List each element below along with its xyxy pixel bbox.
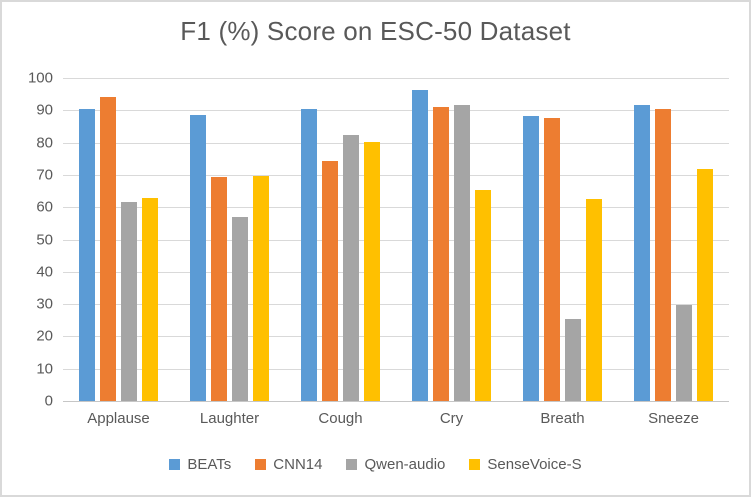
bar-qwen-audio-applause xyxy=(121,202,137,401)
bar-qwen-audio-sneeze xyxy=(676,304,692,401)
bar-qwen-audio-cough xyxy=(343,134,359,401)
bar-cnn14-applause xyxy=(100,97,116,401)
x-axis-line xyxy=(63,401,729,402)
bar-cnn14-sneeze xyxy=(655,109,671,401)
bar-qwen-audio-laughter xyxy=(232,216,248,401)
legend-label: CNN14 xyxy=(273,456,323,473)
gridline xyxy=(63,239,729,241)
bar-beats-laughter xyxy=(190,114,206,401)
bar-cnn14-cough xyxy=(322,161,338,401)
bar-beats-cough xyxy=(301,109,317,401)
legend-swatch-icon xyxy=(169,459,181,470)
y-axis-tick-label: 90 xyxy=(36,101,53,119)
bar-qwen-audio-breath xyxy=(565,318,581,401)
legend-label: Qwen-audio xyxy=(364,456,446,473)
x-axis-category-label: Laughter xyxy=(199,410,260,427)
legend-item-qwen-audio: Qwen-audio xyxy=(346,456,445,473)
y-axis-tick-label: 100 xyxy=(27,69,53,87)
bar-beats-cry xyxy=(412,90,428,401)
bar-group: Cough xyxy=(285,78,396,427)
legend-label: SenseVoice-S xyxy=(487,456,582,473)
y-axis-tick-label: 80 xyxy=(36,134,53,152)
bar-sensevoice-s-applause xyxy=(142,198,158,401)
bar-groups: Applause Laughter Cough Cry Breath Sneeze xyxy=(63,78,729,427)
legend-swatch-icon xyxy=(346,459,358,470)
y-axis-tick-label: 40 xyxy=(36,263,53,281)
gridline xyxy=(63,78,729,79)
legend: BEATs CNN14 Qwen-audio SenseVoice-S xyxy=(2,456,749,473)
y-axis-tick-label: 60 xyxy=(36,198,53,216)
bar-sensevoice-s-cry xyxy=(475,189,491,401)
legend-item-sensevoice-s: SenseVoice-S xyxy=(469,456,582,473)
bar-sensevoice-s-sneeze xyxy=(697,169,713,401)
bar-beats-sneeze xyxy=(634,104,650,401)
bar-beats-applause xyxy=(79,109,95,401)
chart-title: F1 (%) Score on ESC-50 Dataset xyxy=(180,16,571,46)
y-axis-tick-label: 50 xyxy=(36,231,53,248)
gridline xyxy=(63,368,729,370)
gridline xyxy=(63,336,729,338)
gridline xyxy=(63,207,729,209)
x-axis-category-label: Cry xyxy=(439,410,464,427)
y-axis-tick-label: 10 xyxy=(36,360,53,378)
bar-sensevoice-s-laughter xyxy=(253,175,269,401)
legend-label: BEATs xyxy=(187,456,232,473)
gridline xyxy=(63,142,729,144)
bar-cnn14-cry xyxy=(433,107,449,401)
legend-swatch-icon xyxy=(255,459,267,470)
bar-group: Sneeze xyxy=(618,78,729,427)
legend-item-cnn14: CNN14 xyxy=(255,456,322,473)
legend-swatch-icon xyxy=(469,459,481,470)
bar-cnn14-laughter xyxy=(211,176,227,401)
bar-group: Applause xyxy=(63,78,174,427)
bar-beats-breath xyxy=(523,116,539,401)
bar-group: Laughter xyxy=(174,78,285,427)
bar-group: Breath xyxy=(507,78,618,427)
y-axis-tick-label: 20 xyxy=(36,327,53,345)
y-axis-tick-label: 70 xyxy=(36,166,53,184)
gridline xyxy=(63,110,729,112)
x-axis-category-label: Sneeze xyxy=(648,410,699,427)
gridline xyxy=(63,174,729,176)
gridline xyxy=(63,271,729,273)
y-axis-tick-label: 0 xyxy=(44,392,53,410)
bar-group: Cry xyxy=(396,78,507,427)
legend-item-beats: BEATs xyxy=(169,456,231,473)
x-axis-category-label: Breath xyxy=(540,410,585,427)
bar-sensevoice-s-cough xyxy=(364,141,380,401)
x-axis-category-label: Applause xyxy=(87,410,150,427)
y-axis-tick-label: 30 xyxy=(36,295,53,313)
bar-cnn14-breath xyxy=(544,117,560,401)
bar-sensevoice-s-breath xyxy=(586,199,602,401)
gridline xyxy=(63,304,729,306)
x-axis-category-label: Cough xyxy=(318,410,363,427)
bar-qwen-audio-cry xyxy=(454,104,470,401)
plot-area: 0 10 20 30 40 50 60 70 80 90 100 Applause Laughter C… xyxy=(28,70,729,427)
